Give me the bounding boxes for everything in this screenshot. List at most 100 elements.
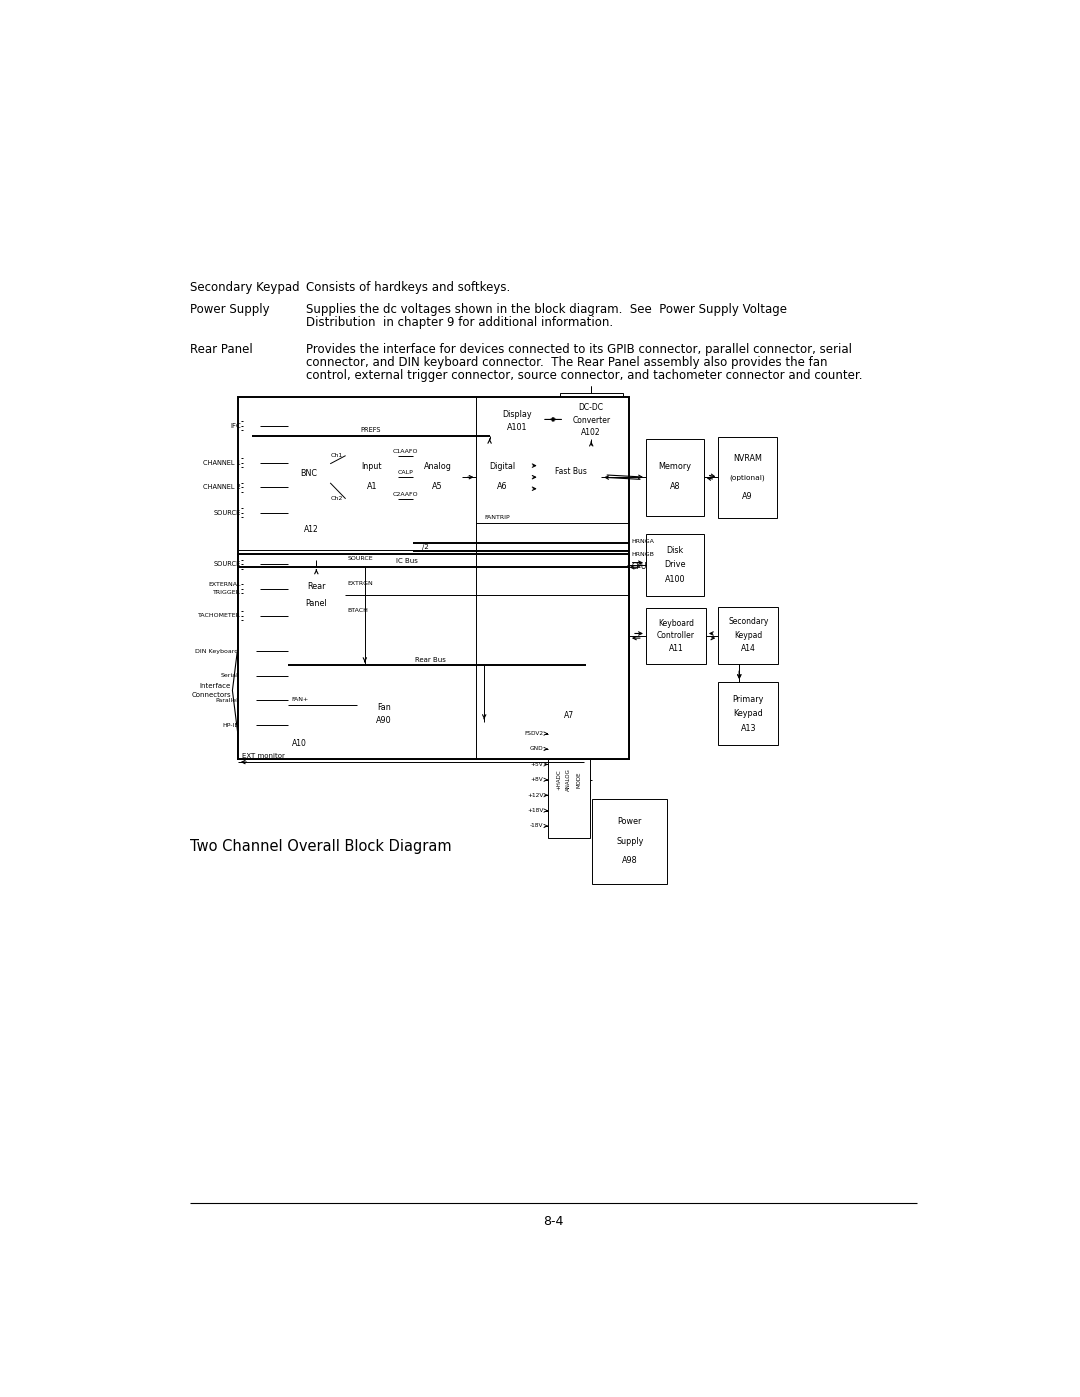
Text: EXT monitor: EXT monitor (242, 753, 284, 759)
Text: 8-4: 8-4 (543, 1215, 564, 1228)
Text: +5V: +5V (530, 761, 543, 767)
Text: GND: GND (530, 746, 543, 752)
Bar (476, 439, 527, 515)
Text: A98: A98 (622, 856, 637, 865)
Text: EXTERNAL: EXTERNAL (208, 583, 241, 588)
Text: Keypad: Keypad (734, 630, 762, 640)
Text: A90: A90 (376, 717, 392, 725)
Bar (238, 555, 629, 759)
Text: Rear Bus: Rear Bus (415, 657, 446, 662)
Text: SOURCE: SOURCE (214, 510, 241, 515)
Text: Rear Panel: Rear Panel (190, 344, 253, 356)
Text: Memory: Memory (659, 462, 691, 471)
Text: A5: A5 (432, 482, 443, 490)
Text: TACHOMETER: TACHOMETER (198, 613, 241, 619)
Text: ANALOG: ANALOG (566, 768, 571, 791)
Text: A100: A100 (664, 574, 685, 584)
Text: FAN+: FAN+ (292, 697, 309, 703)
Text: EXTRGN: EXTRGN (347, 581, 373, 585)
Text: Interface: Interface (200, 683, 231, 689)
Bar (592, 799, 667, 884)
Text: DC-DC: DC-DC (579, 404, 604, 412)
Text: Power: Power (618, 817, 642, 827)
Text: PREFS: PREFS (361, 427, 381, 433)
Bar (238, 397, 629, 759)
Text: Ch1: Ch1 (332, 453, 343, 458)
Text: Keypad: Keypad (733, 710, 764, 718)
Text: Secondary Keypad: Secondary Keypad (190, 281, 299, 293)
Text: CHANNEL 2: CHANNEL 2 (203, 485, 241, 490)
Text: Disk: Disk (666, 546, 684, 555)
Text: /2: /2 (421, 543, 429, 550)
Text: HRNGA: HRNGA (632, 539, 654, 543)
Text: Display: Display (502, 409, 532, 419)
Bar (357, 692, 411, 735)
Text: A7: A7 (564, 711, 573, 721)
Text: Panel: Panel (306, 599, 327, 608)
Bar (414, 439, 462, 515)
Bar (540, 439, 602, 515)
Text: C1AAFO: C1AAFO (393, 448, 418, 454)
Text: Provides the interface for devices connected to its GPIB connector, parallel con: Provides the interface for devices conne… (306, 344, 851, 356)
Bar (646, 439, 704, 515)
Text: A12: A12 (303, 525, 319, 534)
Bar (346, 439, 397, 515)
Text: HP-IB: HP-IB (222, 722, 239, 728)
Text: +18V: +18V (527, 807, 543, 813)
Bar (549, 722, 590, 838)
Text: Two Channel Overall Block Diagram: Two Channel Overall Block Diagram (190, 840, 451, 854)
Text: CALP: CALP (397, 469, 414, 475)
Bar (646, 534, 704, 595)
Text: Digital: Digital (489, 462, 515, 471)
Text: A102: A102 (581, 427, 602, 437)
Bar (559, 393, 623, 444)
Text: Drive: Drive (664, 560, 686, 570)
Bar (718, 437, 777, 518)
Bar (646, 608, 706, 664)
Text: FANTRIP: FANTRIP (484, 515, 510, 521)
Bar (718, 606, 779, 664)
Text: Connectors: Connectors (191, 692, 231, 698)
Bar (288, 560, 345, 630)
Text: A101: A101 (508, 423, 527, 432)
Text: +HADC: +HADC (556, 770, 561, 791)
Text: A8: A8 (670, 482, 680, 490)
Text: A10: A10 (292, 739, 307, 749)
Bar (718, 682, 779, 745)
Text: A9: A9 (742, 492, 753, 500)
Text: Power Supply: Power Supply (190, 303, 270, 316)
Text: SOURCE: SOURCE (347, 556, 373, 562)
Text: CPU: CPU (632, 562, 647, 571)
Text: MODE: MODE (577, 771, 582, 788)
Text: HRNGB: HRNGB (632, 552, 654, 557)
Text: Fast Bus: Fast Bus (554, 467, 586, 475)
Text: Primary: Primary (732, 694, 764, 704)
Text: NVRAM: NVRAM (733, 454, 762, 464)
Text: +12V: +12V (527, 792, 543, 798)
Text: Supplies the dc voltages shown in the block diagram.  See  Power Supply Voltage: Supplies the dc voltages shown in the bl… (306, 303, 786, 316)
Text: -18V: -18V (530, 823, 543, 828)
Text: A13: A13 (741, 724, 756, 732)
Text: Rear: Rear (307, 583, 325, 591)
Text: Supply: Supply (616, 837, 644, 847)
Text: A1: A1 (366, 482, 377, 490)
Bar (288, 450, 330, 497)
Text: Input: Input (362, 462, 382, 471)
Text: Controller: Controller (657, 631, 694, 640)
Text: A14: A14 (741, 644, 756, 652)
Text: Analog: Analog (423, 462, 451, 471)
Text: Distribution  in chapter 9 for additional information.: Distribution in chapter 9 for additional… (306, 316, 612, 330)
Text: IFC: IFC (230, 422, 241, 429)
Text: TRIGGER: TRIGGER (213, 590, 241, 595)
Text: BTACH: BTACH (347, 608, 368, 613)
Text: IC Bus: IC Bus (396, 559, 418, 564)
Text: Keyboard: Keyboard (658, 619, 694, 627)
Text: CHANNEL 1: CHANNEL 1 (203, 460, 241, 465)
Text: control, external trigger connector, source connector, and tachometer connector : control, external trigger connector, sou… (306, 369, 862, 383)
Text: +8V: +8V (530, 777, 543, 782)
Text: Converter: Converter (572, 415, 610, 425)
Text: FSDV2: FSDV2 (525, 731, 543, 736)
Text: Secondary: Secondary (728, 617, 769, 626)
Text: Consists of hardkeys and softkeys.: Consists of hardkeys and softkeys. (306, 281, 510, 293)
Text: (optional): (optional) (730, 475, 766, 481)
